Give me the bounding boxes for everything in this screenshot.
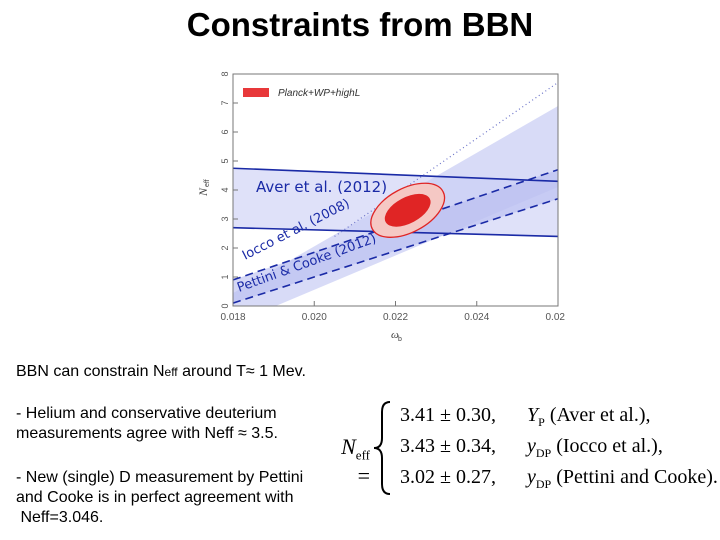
plot-svg: 0 1 2 3 4 5 6 7 8 0.018 0.020 0.022 0.024 0.026 ωb Neff… [196, 71, 565, 343]
equation-value: 3.41 ± 0.30, [400, 404, 496, 426]
bbn-constraint-plot: 0 1 2 3 4 5 6 7 8 0.018 0.020 0.022 0.024 0.026 ωb Neff… [195, 68, 565, 348]
legend-label: Planck+WP+highL [278, 88, 360, 99]
planck-contour-inner [384, 193, 431, 227]
y-tick-label: 1 [220, 274, 230, 279]
equation-source: (Pettini and Cooke). [556, 466, 718, 488]
equation-symbol: y [527, 435, 536, 457]
equation-symbol: Y [527, 404, 539, 426]
neff-equation: Neff = 3.41 ± 0.30, YP (Aver et al.), 3.… [330, 398, 718, 498]
x-axis-label-sub: b [398, 336, 402, 343]
x-tick-label: 0.024 [464, 312, 489, 323]
y-tick-label: 8 [220, 71, 230, 76]
y-tick-label: 4 [220, 187, 230, 192]
equation-value: 3.02 ± 0.27, [400, 466, 496, 488]
equation-row-aver: 3.41 ± 0.30, YP (Aver et al.), [400, 404, 651, 430]
iocco-center-line [334, 81, 558, 237]
equation-symbol-sub: P [538, 415, 545, 429]
left-brace-icon [373, 401, 391, 495]
text-helium-line-1: - Helium and conservative deuterium [16, 405, 277, 422]
y-tick-label: 6 [220, 129, 230, 134]
y-tick-label: 3 [220, 216, 230, 221]
legend-swatch [243, 88, 269, 97]
y-tick-label: 7 [220, 100, 230, 105]
x-tick-label: 0.026 [545, 312, 565, 323]
equation-symbol-sub: DP [535, 477, 552, 491]
text-bbn-line1-sub: eff [164, 365, 178, 379]
x-axis-label: ω [391, 329, 399, 341]
equation-lhs-sub: eff [355, 447, 370, 463]
aver-upper-line [233, 167, 558, 183]
equation-row-iocco: 3.43 ± 0.34, yDP (Iocco et al.), [400, 435, 663, 461]
text-helium-paragraph: - Helium and conservative deuterium meas… [16, 404, 278, 444]
x-tick-label: 0.020 [302, 312, 327, 323]
equation-symbol: y [527, 466, 536, 488]
text-bbn-line1-pre: BBN can constrain N [16, 363, 165, 380]
aver-label: Aver et al. (2012) [256, 178, 387, 196]
text-helium-line-2: measurements agree with Neff ≈ 3.5. [16, 425, 278, 442]
text-pettini-line-3: Neff=3.046. [16, 509, 104, 526]
pettini-lower-line [233, 197, 558, 304]
equation-row-pettini: 3.02 ± 0.27, yDP (Pettini and Cooke). [400, 466, 718, 492]
y-tick-label: 0 [220, 303, 230, 308]
y-axis-label-sub: eff [204, 179, 211, 187]
y-axis-label: N [196, 187, 210, 197]
text-pettini-paragraph: - New (single) D measurement by Pettini … [16, 468, 303, 528]
y-tick-label: 2 [220, 245, 230, 250]
equation-lhs: Neff = [330, 434, 370, 489]
slide-title: Constraints from BBN [186, 6, 534, 43]
equation-value: 3.43 ± 0.34, [400, 435, 496, 457]
equation-source: (Aver et al.), [549, 404, 651, 426]
text-pettini-line-1: - New (single) D measurement by Pettini [16, 469, 304, 486]
x-tick-label: 0.018 [220, 312, 245, 323]
text-pettini-line-2: and Cooke is in perfect agreement with [16, 489, 294, 506]
x-tick-label: 0.022 [383, 312, 408, 323]
y-tick-label: 5 [220, 158, 230, 163]
equals-sign: = [357, 463, 370, 489]
equation-source: (Iocco et al.), [556, 435, 663, 457]
text-bbn-constraint: BBN can constrain Neff around T≈ 1 Mev. [16, 362, 306, 382]
equation-symbol-sub: DP [535, 446, 552, 460]
text-bbn-line1-post: around T≈ 1 Mev. [177, 363, 306, 380]
equation-lhs-symbol: N [341, 434, 356, 459]
